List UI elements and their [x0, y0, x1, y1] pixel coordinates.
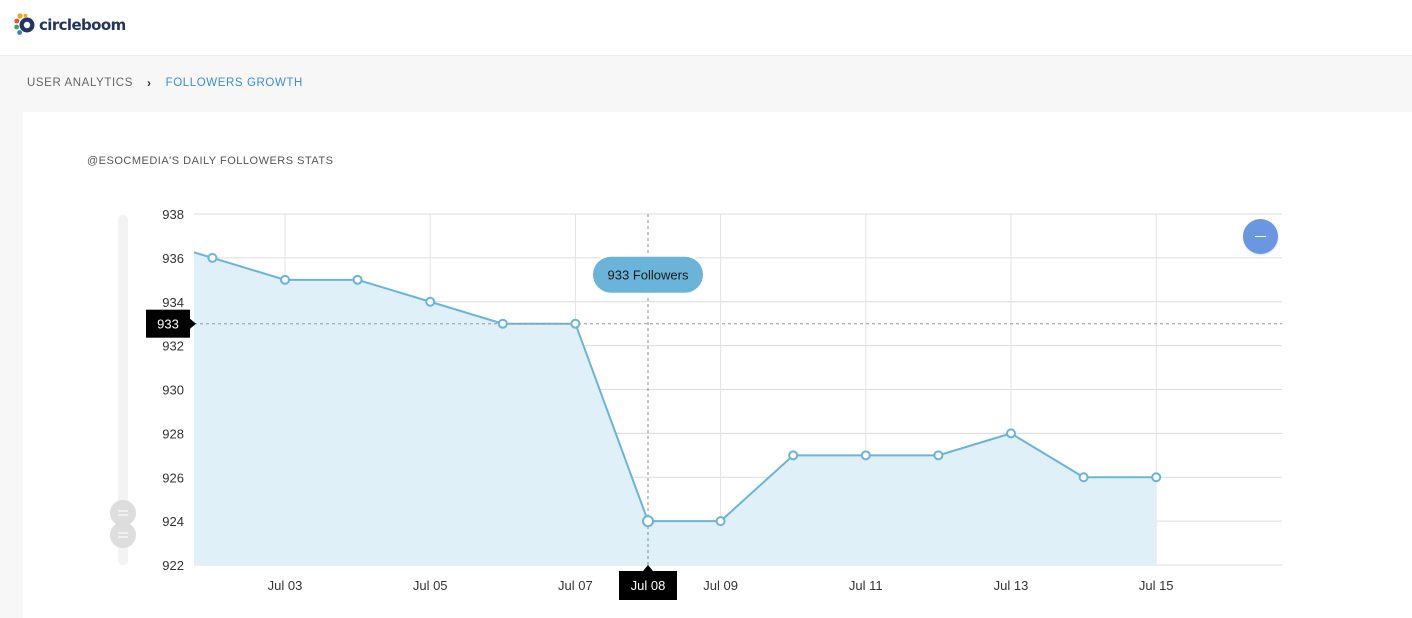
data-point[interactable] — [1078, 472, 1089, 483]
breadcrumb-user-analytics[interactable]: USER ANALYTICS — [27, 77, 133, 89]
x-crosshair-marker — [619, 571, 677, 600]
x-tick-label: Jul 05 — [413, 578, 448, 593]
card-title: @ESOCMEDIA'S DAILY FOLLOWERS STATS — [87, 155, 334, 167]
x-marker-arrow — [643, 565, 653, 571]
zoom-out-button[interactable] — [1243, 219, 1278, 254]
y-tick-label: 926 — [162, 470, 184, 485]
data-point[interactable] — [280, 274, 290, 285]
x-tick-label: Jul 15 — [1139, 578, 1174, 593]
y-marker-text: 933 — [157, 317, 179, 332]
y-tick-label: 934 — [162, 295, 184, 310]
x-tick-label: Jul 07 — [558, 578, 593, 593]
x-tick-label: Jul 11 — [849, 578, 883, 593]
minus-icon — [1255, 235, 1266, 238]
data-point[interactable] — [715, 516, 726, 527]
zoom-scrollbar-track[interactable] — [118, 215, 128, 565]
y-tick-label: 930 — [162, 383, 184, 398]
x-tick-label: Jul 09 — [703, 578, 738, 593]
circleboom-logo[interactable]: circleboom — [14, 12, 126, 38]
data-point[interactable] — [788, 450, 799, 461]
data-point[interactable] — [570, 318, 581, 329]
data-point[interactable] — [1151, 472, 1162, 483]
tooltip-bubble — [591, 254, 705, 295]
zoom-handle-bottom[interactable] — [110, 522, 136, 548]
y-marker-arrow — [190, 318, 196, 329]
data-point[interactable] — [207, 252, 218, 263]
x-tick-label: Jul 13 — [994, 578, 1029, 593]
breadcrumb: USER ANALYTICS › FOLLOWERS GROWTH — [27, 76, 303, 90]
data-point[interactable] — [642, 515, 654, 528]
data-point[interactable] — [1006, 428, 1016, 439]
data-point[interactable] — [933, 450, 944, 461]
tooltip-text: 933 Followers — [608, 268, 689, 283]
x-marker-text: Jul 08 — [631, 578, 666, 593]
followers-stats-card: @ESOCMEDIA'S DAILY FOLLOWERS STATS 922 92… — [23, 112, 1412, 618]
followers-chart[interactable]: 922 924 926 928 930 932 934 936 938 Jul 03 Jul 05 J… — [23, 112, 1412, 618]
data-point[interactable] — [352, 274, 363, 285]
chevron-right-icon: › — [146, 76, 152, 90]
logo-icon — [14, 13, 35, 35]
y-tick-label: 928 — [162, 426, 184, 441]
y-tick-label: 936 — [162, 251, 184, 266]
y-tick-label: 938 — [162, 207, 184, 222]
area-fill — [194, 252, 1157, 566]
data-point[interactable] — [860, 450, 871, 461]
x-tick-label: Jul 03 — [268, 578, 303, 593]
logo-text: circleboom — [39, 16, 126, 34]
data-point[interactable] — [425, 296, 436, 307]
top-bar: circleboom — [0, 0, 1412, 56]
y-tick-label: 924 — [162, 514, 184, 529]
breadcrumb-followers-growth[interactable]: FOLLOWERS GROWTH — [165, 77, 303, 89]
y-tick-label: 932 — [162, 339, 184, 354]
y-tick-label: 922 — [162, 558, 184, 573]
y-crosshair-marker — [146, 309, 190, 338]
zoom-handle-top[interactable] — [110, 500, 136, 526]
data-point[interactable] — [497, 318, 508, 329]
